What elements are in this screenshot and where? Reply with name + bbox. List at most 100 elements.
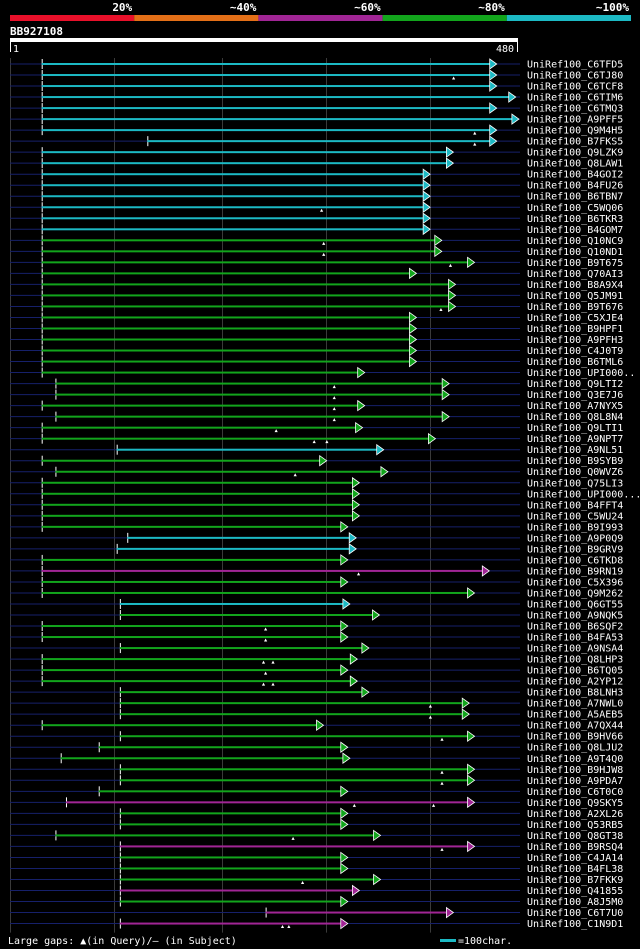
- hit-bar[interactable]: [41, 184, 427, 187]
- hit-label[interactable]: UniRef100_Q9SKY5: [527, 798, 623, 809]
- hit-bar[interactable]: [41, 569, 486, 572]
- hit-label[interactable]: UniRef100_A2YP12: [527, 677, 623, 688]
- hit-bar[interactable]: [41, 151, 450, 154]
- hit-bar[interactable]: [41, 625, 344, 628]
- hit-label[interactable]: UniRef100_B4GOM7: [527, 225, 623, 236]
- hit-label[interactable]: UniRef100_A9NSA4: [527, 644, 623, 655]
- hit-label[interactable]: UniRef100_A7NYX5: [527, 401, 623, 412]
- hit-bar[interactable]: [119, 614, 376, 616]
- hit-bar[interactable]: [41, 580, 344, 583]
- hit-label[interactable]: UniRef100_A7NWL0: [527, 699, 623, 710]
- hit-bar[interactable]: [41, 669, 344, 672]
- hit-label[interactable]: UniRef100_B9GRV9: [527, 544, 623, 555]
- hit-label[interactable]: UniRef100_B9RN19: [527, 566, 623, 577]
- hit-bar[interactable]: [116, 547, 353, 550]
- hit-label[interactable]: UniRef100_A5AEB5: [527, 710, 623, 721]
- hit-label[interactable]: UniRef100_B4FA53: [527, 633, 623, 644]
- hit-bar[interactable]: [98, 746, 344, 749]
- hit-bar[interactable]: [119, 713, 466, 716]
- hit-bar[interactable]: [41, 162, 450, 165]
- hit-bar[interactable]: [41, 74, 493, 77]
- hit-label[interactable]: UniRef100_B6TML6: [527, 357, 623, 368]
- hit-bar[interactable]: [41, 173, 427, 176]
- hit-label[interactable]: UniRef100_Q9M262: [527, 588, 623, 599]
- hit-label[interactable]: UniRef100_C6TFD5: [527, 60, 623, 71]
- hit-bar[interactable]: [41, 250, 438, 253]
- hit-bar[interactable]: [41, 217, 427, 220]
- hit-bar[interactable]: [119, 900, 344, 903]
- hit-bar[interactable]: [55, 393, 446, 396]
- hit-bar[interactable]: [41, 85, 493, 88]
- hit-label[interactable]: UniRef100_B9I993: [527, 522, 623, 533]
- hit-label[interactable]: UniRef100_C4JA14: [527, 853, 623, 864]
- hit-label[interactable]: UniRef100_Q53RB5: [527, 820, 623, 831]
- hit-bar[interactable]: [55, 382, 446, 385]
- hit-label[interactable]: UniRef100_Q8LHP3: [527, 655, 623, 666]
- hit-bar[interactable]: [41, 492, 356, 495]
- hit-bar[interactable]: [41, 724, 320, 727]
- hit-bar[interactable]: [41, 437, 432, 440]
- hit-label[interactable]: UniRef100_UPI000...: [527, 489, 640, 500]
- hit-bar[interactable]: [119, 889, 356, 892]
- hit-bar[interactable]: [119, 823, 344, 826]
- hit-label[interactable]: UniRef100_B7FKS5: [527, 137, 623, 148]
- hit-bar[interactable]: [41, 558, 344, 561]
- hit-label[interactable]: UniRef100_C4J0T9: [527, 346, 623, 357]
- hit-label[interactable]: UniRef100_C6T0C0: [527, 787, 623, 798]
- hit-label[interactable]: UniRef100_A9NPT7: [527, 434, 623, 445]
- hit-label[interactable]: UniRef100_B8A9X4: [527, 280, 623, 291]
- hit-label[interactable]: UniRef100_A7QX44: [527, 721, 623, 732]
- hit-bar[interactable]: [119, 922, 344, 925]
- hit-bar[interactable]: [119, 702, 466, 705]
- hit-bar[interactable]: [41, 514, 356, 517]
- hit-bar[interactable]: [119, 768, 471, 771]
- hit-bar[interactable]: [119, 856, 344, 859]
- hit-bar[interactable]: [65, 801, 471, 804]
- hit-bar[interactable]: [119, 647, 365, 650]
- hit-label[interactable]: UniRef100_C1N9D1: [527, 919, 623, 930]
- hit-bar[interactable]: [41, 349, 413, 352]
- hit-bar[interactable]: [41, 206, 427, 209]
- hit-label[interactable]: UniRef100_B8LNH3: [527, 688, 623, 699]
- hit-bar[interactable]: [41, 228, 427, 231]
- hit-label[interactable]: UniRef100_Q10ND1: [527, 247, 623, 258]
- hit-bar[interactable]: [41, 96, 512, 99]
- hit-label[interactable]: UniRef100_B6SQF2: [527, 622, 623, 633]
- hit-bar[interactable]: [41, 525, 344, 528]
- hit-label[interactable]: UniRef100_UPI000..: [527, 368, 635, 379]
- hit-bar[interactable]: [127, 536, 353, 539]
- hit-label[interactable]: UniRef100_A9PFH3: [527, 335, 623, 346]
- hit-label[interactable]: UniRef100_B9RSQ4: [527, 842, 623, 853]
- hit-label[interactable]: UniRef100_A9T4Q0: [527, 754, 623, 765]
- hit-label[interactable]: UniRef100_B4FFT4: [527, 500, 623, 511]
- hit-label[interactable]: UniRef100_Q9LTI1: [527, 423, 623, 434]
- hit-bar[interactable]: [41, 591, 471, 594]
- hit-label[interactable]: UniRef100_A9P0Q9: [527, 533, 623, 544]
- hit-bar[interactable]: [119, 867, 344, 870]
- hit-bar[interactable]: [119, 845, 471, 848]
- hit-bar[interactable]: [119, 812, 344, 815]
- hit-label[interactable]: UniRef100_Q9LZK9: [527, 148, 623, 159]
- hit-bar[interactable]: [41, 503, 356, 506]
- hit-bar[interactable]: [41, 239, 438, 242]
- hit-label[interactable]: UniRef100_C6T7U0: [527, 908, 623, 919]
- hit-label[interactable]: UniRef100_C6TKD8: [527, 555, 623, 566]
- hit-bar[interactable]: [265, 911, 450, 914]
- hit-bar[interactable]: [41, 195, 427, 198]
- hit-label[interactable]: UniRef100_Q5JM91: [527, 291, 623, 302]
- hit-bar[interactable]: [55, 834, 377, 837]
- hit-bar[interactable]: [116, 448, 380, 451]
- hit-bar[interactable]: [41, 272, 413, 275]
- hit-label[interactable]: UniRef100_Q6GT55: [527, 599, 623, 610]
- hit-label[interactable]: UniRef100_Q9M4H5: [527, 126, 623, 137]
- hit-label[interactable]: UniRef100_C6TCF8: [527, 82, 623, 93]
- hit-label[interactable]: UniRef100_C5WU24: [527, 511, 623, 522]
- hit-label[interactable]: UniRef100_Q8GT38: [527, 831, 623, 842]
- hit-label[interactable]: UniRef100_Q0WVZ6: [527, 467, 623, 478]
- hit-label[interactable]: UniRef100_B9SYB9: [527, 456, 623, 467]
- hit-bar[interactable]: [41, 426, 359, 429]
- hit-bar[interactable]: [41, 283, 452, 286]
- hit-bar[interactable]: [119, 878, 377, 881]
- hit-label[interactable]: UniRef100_B7FKK9: [527, 875, 623, 886]
- hit-bar[interactable]: [41, 327, 413, 330]
